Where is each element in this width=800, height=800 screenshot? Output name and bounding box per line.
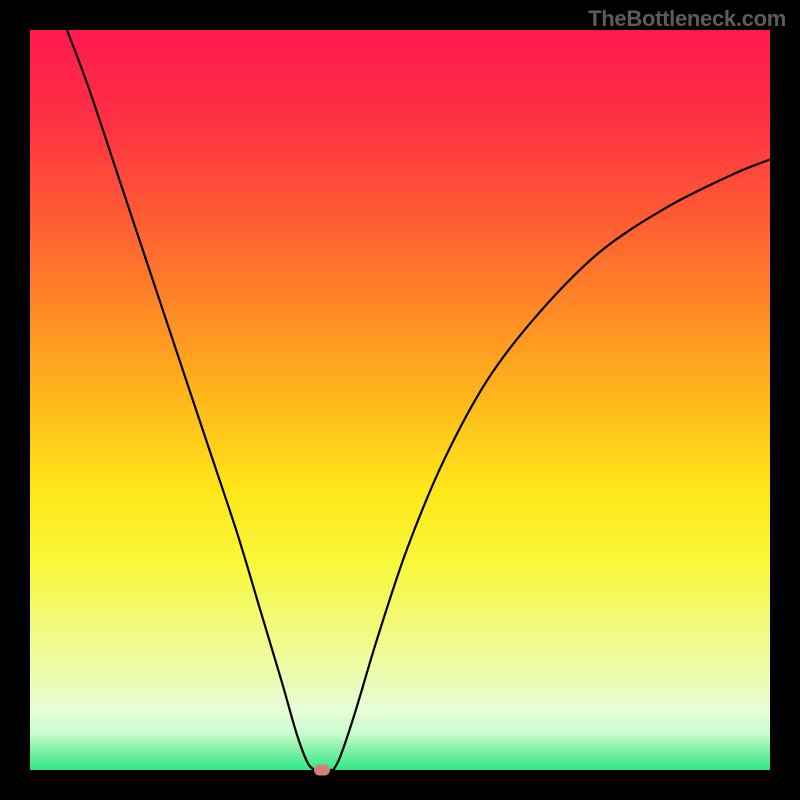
gradient-background [30, 30, 770, 770]
plot-area [30, 30, 770, 770]
curve-svg [30, 30, 770, 770]
optimum-marker [314, 765, 330, 776]
watermark-text: TheBottleneck.com [588, 6, 786, 32]
chart-container: TheBottleneck.com [0, 0, 800, 800]
